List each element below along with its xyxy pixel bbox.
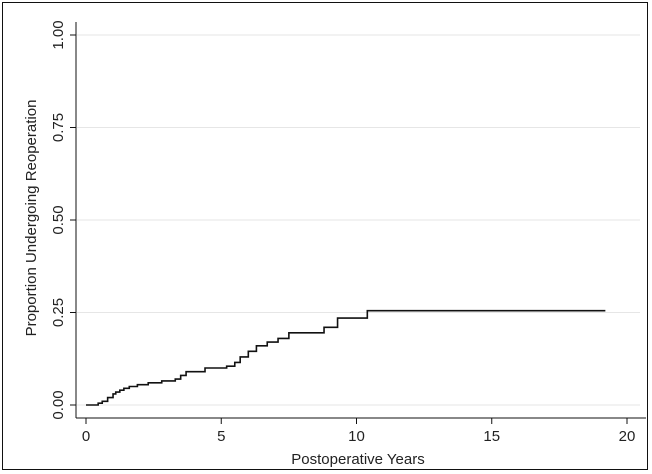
- y-axis-label: Proportion Undergoing Reoperation: [23, 100, 40, 337]
- x-tick-label-4: 20: [619, 428, 636, 445]
- x-axis-label: Postoperative Years: [291, 451, 424, 468]
- x-tick-label-0: 0: [82, 428, 90, 445]
- y-tick-label-2: 0.50: [50, 205, 67, 234]
- x-ticks: 0 5 10 15 20: [82, 418, 636, 445]
- x-tick-label-2: 10: [348, 428, 365, 445]
- y-tick-label-4: 1.00: [50, 20, 67, 49]
- y-tick-label-0: 0.00: [50, 390, 67, 419]
- y-tick-label-1: 0.25: [50, 298, 67, 327]
- x-tick-label-1: 5: [217, 428, 225, 445]
- x-tick-label-3: 15: [483, 428, 500, 445]
- y-tick-label-3: 0.75: [50, 113, 67, 142]
- reoperation-step-line: [86, 309, 606, 406]
- y-ticks: 0.00 0.25 0.50 0.75 1.00: [50, 20, 76, 420]
- gridlines: [77, 34, 640, 406]
- chart-frame: [2, 2, 648, 470]
